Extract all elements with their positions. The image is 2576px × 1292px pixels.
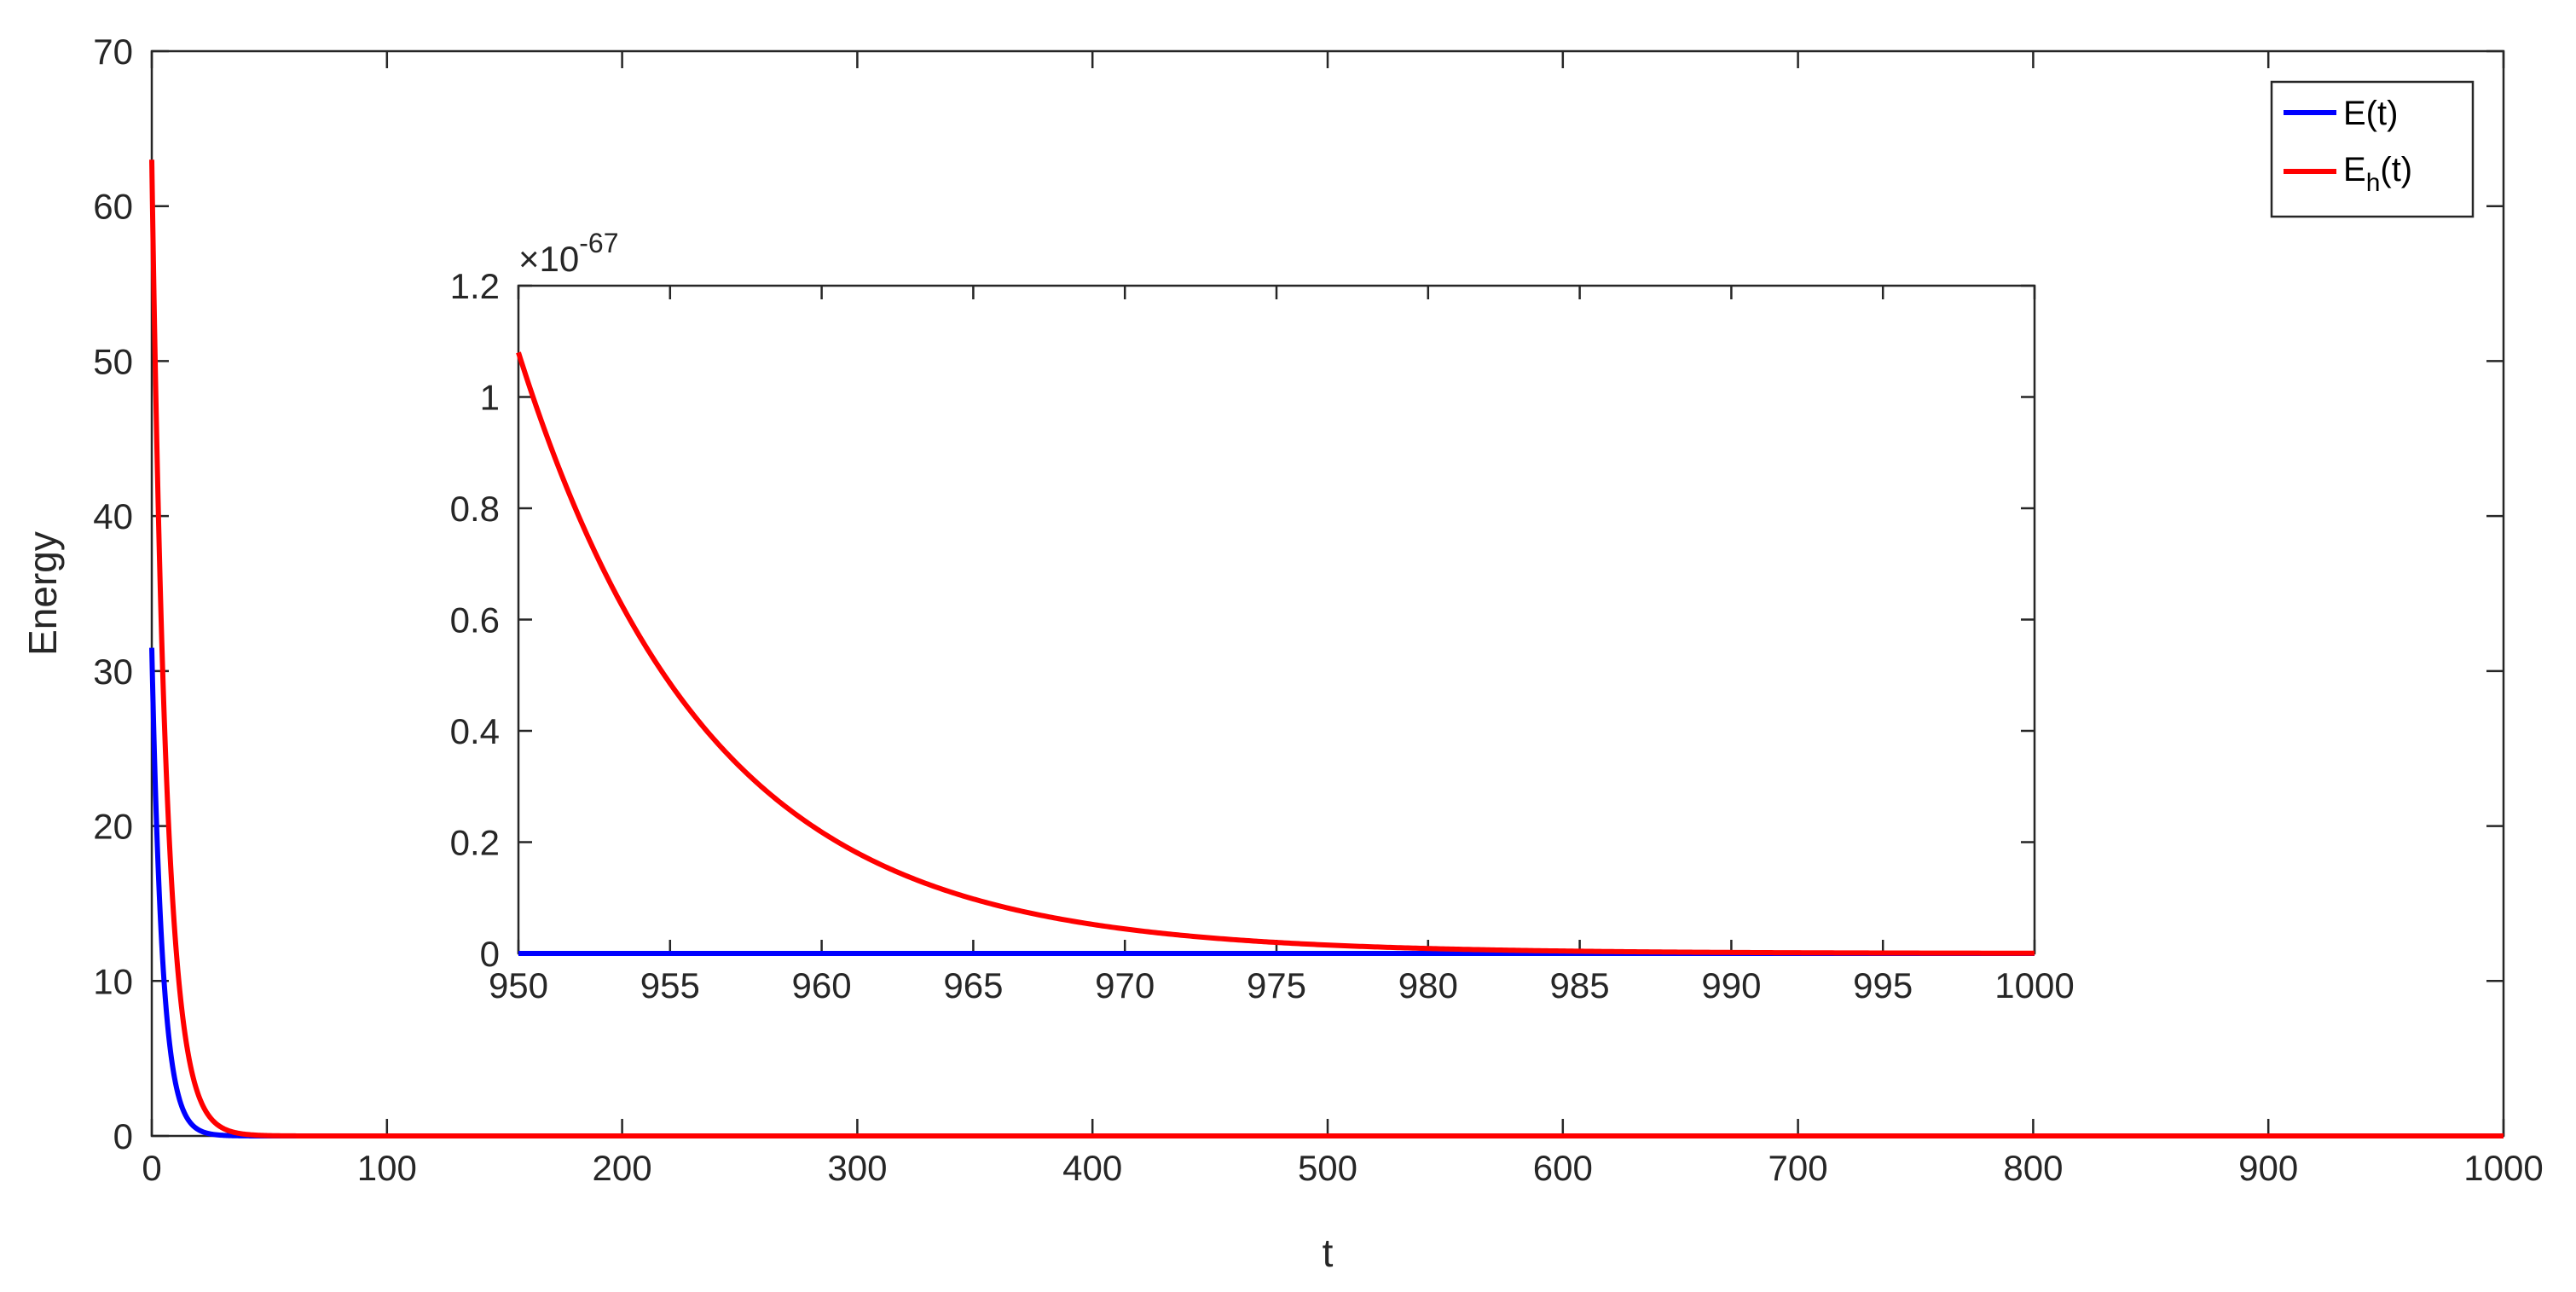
main-y-tick-label: 70 bbox=[93, 32, 133, 72]
legend-box bbox=[2270, 80, 2475, 218]
inset-x-tick-label: 950 bbox=[489, 965, 548, 1005]
inset-y-tick-label: 0.2 bbox=[450, 823, 500, 863]
main-y-axis-label: Energy bbox=[20, 531, 65, 656]
inset-series-eh bbox=[516, 351, 2035, 956]
inset-plot: 950 955 960 965 970 975 980 985 990 995 1000 0 0.2 0.… bbox=[450, 228, 2075, 1005]
main-x-tick-label: 300 bbox=[827, 1148, 887, 1188]
inset-x-tick-label: 955 bbox=[640, 965, 700, 1005]
inset-x-tick-label: 975 bbox=[1247, 965, 1306, 1005]
main-x-axis-label: t bbox=[1323, 1231, 1334, 1275]
legend: E(t) Eh(t) bbox=[2270, 80, 2475, 218]
inset-y-tick-label: 1 bbox=[480, 378, 500, 418]
inset-x-tick-label: 960 bbox=[792, 965, 852, 1005]
inset-y-tick-label: 0 bbox=[480, 934, 500, 974]
inset-x-tick-label: 965 bbox=[943, 965, 1003, 1005]
inset-y-exponent-base: ×10 bbox=[518, 239, 579, 279]
main-x-tick-label: 1000 bbox=[2463, 1148, 2543, 1188]
inset-y-tick-label: 0.4 bbox=[450, 711, 500, 751]
inset-y-tick-label: 0.8 bbox=[450, 489, 500, 529]
inset-x-tick-label: 985 bbox=[1550, 965, 1610, 1005]
main-x-tick-label: 200 bbox=[593, 1148, 652, 1188]
inset-axes-box bbox=[517, 284, 2036, 955]
main-x-tick-label: 900 bbox=[2238, 1148, 2298, 1188]
main-x-tick-label: 100 bbox=[357, 1148, 417, 1188]
inset-y-exponent-power: -67 bbox=[579, 228, 618, 258]
main-y-tick-label: 40 bbox=[93, 496, 133, 536]
main-x-tick-label: 600 bbox=[1533, 1148, 1593, 1188]
inset-x-tick-label: 970 bbox=[1095, 965, 1155, 1005]
main-y-tick-label: 20 bbox=[93, 807, 133, 847]
main-y-tick-label: 10 bbox=[93, 961, 133, 1001]
inset-x-tick-label: 980 bbox=[1398, 965, 1458, 1005]
main-y-tick-label: 50 bbox=[93, 341, 133, 381]
main-x-tick-label: 500 bbox=[1298, 1148, 1357, 1188]
inset-x-tick-label: 990 bbox=[1701, 965, 1761, 1005]
main-y-tick-label: 60 bbox=[93, 187, 133, 227]
main-x-tick-label: 0 bbox=[142, 1148, 161, 1188]
main-x-tick-label: 800 bbox=[2003, 1148, 2063, 1188]
inset-y-tick-label: 0.6 bbox=[450, 600, 500, 640]
main-y-tick-label: 30 bbox=[93, 652, 133, 692]
legend-label-eh: Eh(t) bbox=[2343, 151, 2412, 197]
main-x-tick-label: 400 bbox=[1062, 1148, 1122, 1188]
main-series-eh bbox=[149, 157, 2504, 1138]
inset-x-tick-label: 995 bbox=[1853, 965, 1913, 1005]
main-y-tick-label: 0 bbox=[113, 1116, 133, 1156]
inset-y-tick-label: 1.2 bbox=[450, 266, 500, 306]
inset-y-exponent: ×10-67 bbox=[518, 228, 619, 279]
main-x-tick-label: 700 bbox=[1768, 1148, 1828, 1188]
legend-label-e: E(t) bbox=[2343, 95, 2398, 132]
inset-x-tick-label: 1000 bbox=[1994, 965, 2074, 1005]
